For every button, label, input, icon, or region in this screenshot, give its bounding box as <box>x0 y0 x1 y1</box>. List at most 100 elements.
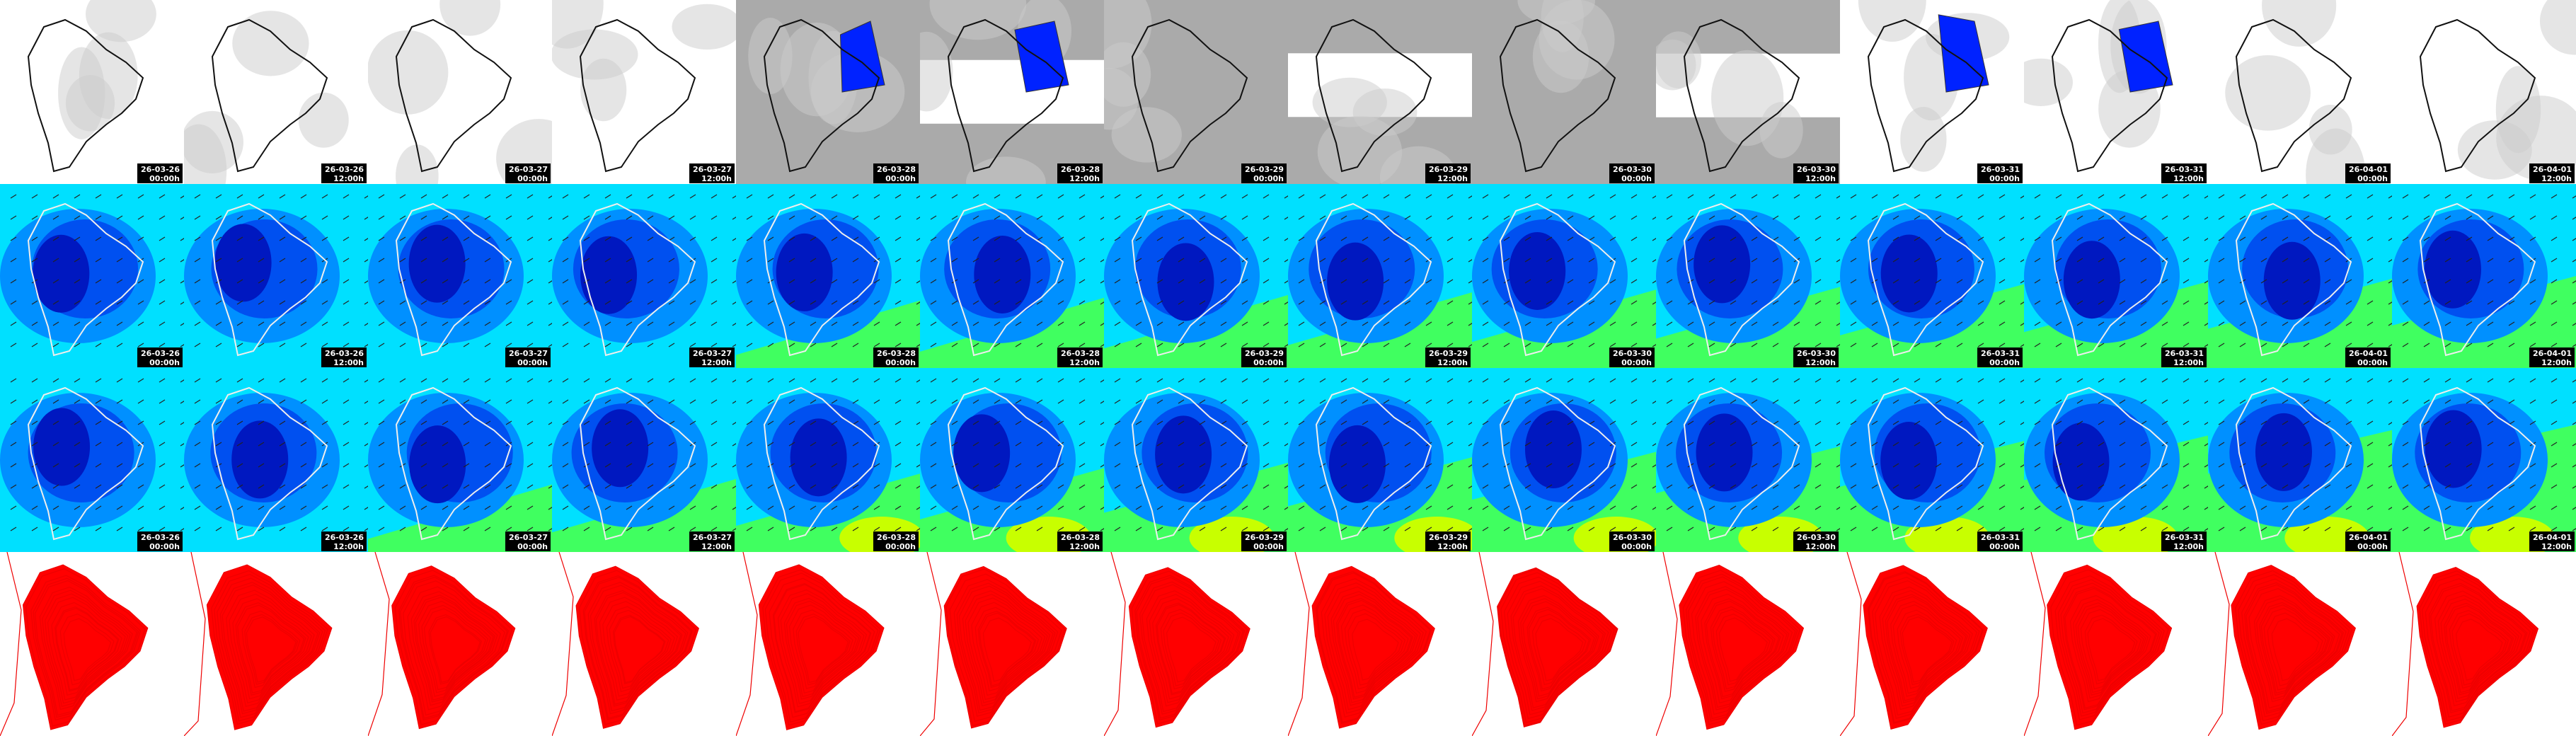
contour <box>1701 593 1784 704</box>
wind-barb <box>2034 399 2041 404</box>
wind-barb <box>2529 527 2536 531</box>
wind-barb <box>137 300 144 305</box>
wind-barb <box>2161 505 2168 510</box>
wind-barb <box>2140 420 2147 425</box>
wind-barb <box>1524 484 1531 489</box>
wind-barb <box>1447 258 1454 263</box>
deep-blue <box>1880 422 1938 500</box>
wind-barb <box>1652 443 1656 447</box>
wind-barb <box>137 505 144 510</box>
wind-barb <box>994 505 1001 510</box>
contour <box>1522 601 1595 697</box>
wind-barb <box>343 194 350 199</box>
wind-barb <box>562 505 569 510</box>
wind-barb <box>668 258 675 263</box>
wind-barb <box>1815 258 1822 263</box>
wind-barb <box>2345 236 2352 241</box>
wind-barb <box>1135 378 1142 383</box>
wind-barb <box>2218 300 2225 305</box>
wind-barb <box>1468 259 1472 263</box>
wind-barb <box>2034 463 2041 468</box>
wind-barb <box>1850 321 1857 326</box>
wind-barb <box>852 378 859 383</box>
wind-barb <box>236 300 243 305</box>
wind-barb <box>343 279 350 284</box>
contour <box>602 601 675 697</box>
date-label: 26-03-28 <box>1061 165 1100 174</box>
wind-barb <box>1404 527 1411 531</box>
wind-barb <box>2239 300 2246 305</box>
wind-barb <box>930 300 937 305</box>
deep-blue <box>1328 425 1386 503</box>
deep-blue <box>214 224 272 302</box>
deep-blue <box>974 235 1031 314</box>
wind-barb <box>74 215 81 220</box>
wind-barb <box>31 527 38 531</box>
wind-barb <box>2260 463 2267 468</box>
date-label: 26-03-31 <box>2165 349 2204 358</box>
label-box <box>689 163 735 183</box>
wind-barb <box>1079 442 1086 447</box>
wind-barb <box>215 321 222 326</box>
wind-barb <box>1956 236 1963 241</box>
wind-barb <box>321 378 328 383</box>
wind-barb <box>1815 343 1822 347</box>
label-box <box>1793 531 1839 551</box>
wind-barb <box>2402 442 2409 447</box>
wind-barb <box>626 300 633 305</box>
wind-barb <box>1503 321 1510 326</box>
wind-barb <box>74 236 81 241</box>
wind-barb <box>484 527 491 531</box>
wind-barb <box>2303 321 2310 326</box>
wind-barb <box>1340 343 1347 347</box>
wind-barb <box>604 321 611 326</box>
wind-barb <box>1447 343 1454 347</box>
wind-barb <box>1524 279 1531 284</box>
label-box <box>1977 347 2023 367</box>
wind-barb <box>2487 527 2494 531</box>
wind-barb <box>1977 420 1984 425</box>
wind-barb <box>2508 505 2515 510</box>
wind-barb <box>1199 194 1206 199</box>
wind-barb <box>994 279 1001 284</box>
coastline <box>763 18 880 173</box>
wind-barb <box>2572 379 2576 383</box>
wind-barb <box>1100 507 1104 510</box>
date-label: 26-03-28 <box>877 165 916 174</box>
wind-barb <box>2282 343 2289 347</box>
date-label: 26-03-26 <box>325 349 364 358</box>
wind-barb <box>399 484 406 489</box>
wind-barb <box>2239 505 2246 510</box>
wind-barb <box>1751 463 1758 468</box>
wind-barb <box>647 300 654 305</box>
time-label: 12:00h <box>2541 174 2572 183</box>
wind-barb <box>2034 194 2041 199</box>
wind-barb <box>279 420 286 425</box>
wind-barb <box>1482 236 1489 241</box>
tile-body <box>920 184 1104 368</box>
wind-barb <box>1178 343 1185 347</box>
wind-barb <box>873 527 880 531</box>
wind-barb <box>1588 463 1595 468</box>
wind-barb <box>604 300 611 305</box>
wind-barb <box>1135 215 1142 220</box>
wind-barb <box>505 420 512 425</box>
wind-barb <box>31 236 38 241</box>
wind-barb <box>668 236 675 241</box>
wind-barb <box>689 194 696 199</box>
wind-barb <box>1383 442 1390 447</box>
wind-barb <box>2487 321 2494 326</box>
wind-barb <box>1178 442 1185 447</box>
wind-barb <box>2119 399 2126 404</box>
wind-barb <box>548 238 552 241</box>
date-label: 26-04-01 <box>2533 533 2572 542</box>
wind-barb <box>2239 484 2246 489</box>
contour <box>1507 580 1609 715</box>
wind-barb <box>215 399 222 404</box>
wind-barb <box>2260 527 2267 531</box>
wind-barb <box>1482 442 1489 447</box>
contour <box>2253 594 2335 703</box>
